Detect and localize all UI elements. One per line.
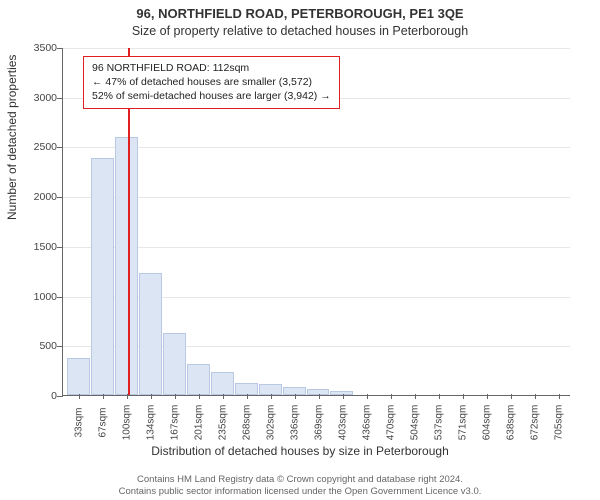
x-tick: 571sqm <box>451 395 475 443</box>
chart-title: 96, NORTHFIELD ROAD, PETERBOROUGH, PE1 3… <box>0 6 600 21</box>
x-tick: 268sqm <box>235 395 259 443</box>
y-tick: 0 <box>17 390 57 402</box>
y-tick: 1000 <box>17 291 57 303</box>
x-tick: 537sqm <box>427 395 451 443</box>
x-tick: 67sqm <box>91 395 115 443</box>
footer-line: Contains HM Land Registry data © Crown c… <box>0 474 600 486</box>
x-tick: 436sqm <box>355 395 379 443</box>
x-tick: 235sqm <box>211 395 235 443</box>
x-ticks: 33sqm67sqm100sqm134sqm167sqm201sqm235sqm… <box>63 395 570 443</box>
x-tick: 134sqm <box>139 395 163 443</box>
plot-area: 0500100015002000250030003500 96 NORTHFIE… <box>62 48 570 396</box>
x-tick: 470sqm <box>379 395 403 443</box>
bar <box>187 364 210 395</box>
bar <box>139 273 162 395</box>
x-tick: 201sqm <box>187 395 211 443</box>
x-tick: 336sqm <box>283 395 307 443</box>
bar <box>115 137 138 395</box>
x-tick: 302sqm <box>259 395 283 443</box>
y-tick: 2500 <box>17 141 57 153</box>
chart-subtitle: Size of property relative to detached ho… <box>0 24 600 38</box>
bar <box>163 333 186 395</box>
footer: Contains HM Land Registry data © Crown c… <box>0 474 600 498</box>
x-tick: 504sqm <box>403 395 427 443</box>
y-tick: 2000 <box>17 191 57 203</box>
x-tick: 100sqm <box>115 395 139 443</box>
x-tick: 369sqm <box>307 395 331 443</box>
bar <box>91 158 114 395</box>
x-tick: 33sqm <box>67 395 91 443</box>
x-tick: 604sqm <box>475 395 499 443</box>
x-tick: 638sqm <box>499 395 523 443</box>
footer-line: Contains public sector information licen… <box>0 486 600 498</box>
y-tick: 1500 <box>17 241 57 253</box>
callout-line: 96 NORTHFIELD ROAD: 112sqm <box>92 61 331 75</box>
x-tick: 403sqm <box>331 395 355 443</box>
x-tick: 672sqm <box>523 395 547 443</box>
callout-line: ← 47% of detached houses are smaller (3,… <box>92 75 331 89</box>
x-tick: 705sqm <box>547 395 571 443</box>
y-tick: 3500 <box>17 42 57 54</box>
y-tick: 500 <box>17 340 57 352</box>
callout-box: 96 NORTHFIELD ROAD: 112sqm ← 47% of deta… <box>83 56 340 109</box>
chart-container: 96, NORTHFIELD ROAD, PETERBOROUGH, PE1 3… <box>0 0 600 500</box>
bar <box>211 372 234 395</box>
callout-line: 52% of semi-detached houses are larger (… <box>92 89 331 103</box>
x-tick: 167sqm <box>163 395 187 443</box>
bar <box>67 358 90 395</box>
y-tick: 3000 <box>17 92 57 104</box>
x-axis-label: Distribution of detached houses by size … <box>0 444 600 458</box>
